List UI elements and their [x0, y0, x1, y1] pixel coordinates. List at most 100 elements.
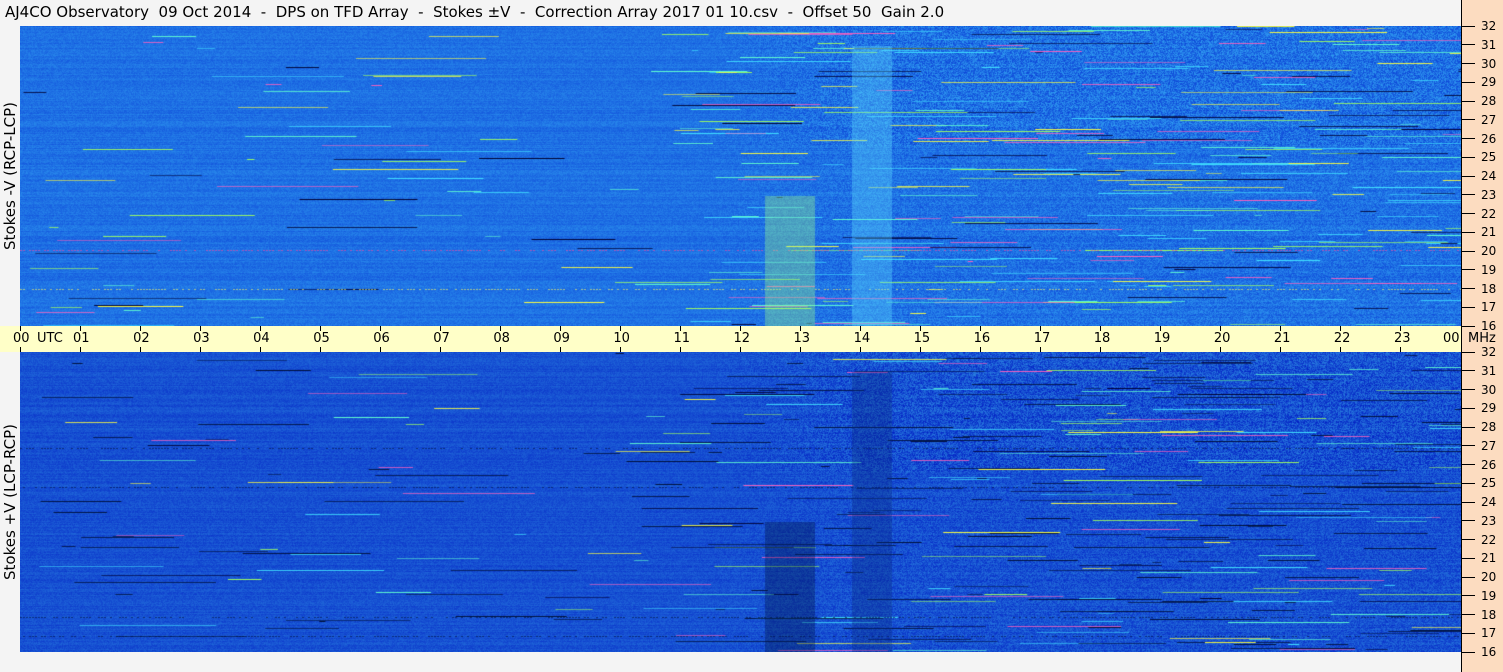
- time-tick: [679, 347, 681, 352]
- freq-tick: [1461, 250, 1475, 252]
- top-ylabel-text: Stokes -V (RCP-LCP): [1, 102, 19, 250]
- freq-tick-label: 26: [1481, 131, 1497, 146]
- freq-tick: [1461, 445, 1475, 447]
- time-tick-label: 11: [673, 331, 690, 346]
- time-tick: [439, 326, 441, 331]
- freq-tick-label: 23: [1481, 187, 1497, 202]
- freq-tick-label: 21: [1481, 225, 1497, 240]
- time-axis: [0, 326, 1461, 352]
- time-tick-label: 04: [253, 331, 270, 346]
- time-tick: [379, 347, 381, 352]
- time-tick: [19, 347, 21, 352]
- freq-tick-label: 22: [1481, 532, 1497, 547]
- time-tick: [740, 326, 741, 331]
- freq-tick-label: 18: [1481, 607, 1497, 622]
- freq-tick: [1461, 651, 1475, 653]
- time-tick: [379, 326, 381, 331]
- time-tick-label: 12: [733, 331, 751, 346]
- spectrogram-stokes-minus-v: [20, 26, 1461, 326]
- time-tick-label: 00: [13, 331, 30, 346]
- freq-tick-label: 29: [1481, 401, 1497, 416]
- freq-tick: [1461, 100, 1475, 102]
- freq-tick: [1461, 44, 1475, 46]
- freq-tick: [1461, 576, 1475, 578]
- freq-tick-label: 17: [1481, 626, 1497, 641]
- time-tick: [139, 347, 141, 352]
- freq-tick-label: 20: [1481, 244, 1497, 258]
- time-tick: [319, 347, 321, 352]
- time-tick: [619, 326, 621, 331]
- freq-tick-label: 28: [1481, 94, 1497, 108]
- time-tick: [1220, 347, 1222, 352]
- time-tick: [1280, 326, 1282, 331]
- time-tick: [1460, 326, 1462, 331]
- time-tick-label: 18: [1093, 331, 1111, 346]
- time-tick-label: 15: [913, 331, 931, 346]
- freq-tick: [1461, 269, 1475, 271]
- mhz-label: MHz: [1468, 331, 1496, 346]
- freq-tick-label: 28: [1481, 420, 1497, 434]
- freq-tick: [1461, 25, 1475, 27]
- freq-tick-label: 30: [1481, 382, 1497, 397]
- time-tick-label: 01: [73, 331, 90, 346]
- time-tick-label: 03: [193, 331, 210, 346]
- time-tick: [860, 326, 862, 331]
- time-tick: [559, 326, 561, 331]
- freq-tick: [1461, 325, 1475, 327]
- freq-tick: [1461, 482, 1475, 484]
- freq-tick-label: 23: [1481, 513, 1497, 528]
- freq-tick-label: 27: [1481, 112, 1497, 127]
- freq-tick-label: 22: [1481, 206, 1497, 221]
- time-tick: [1460, 347, 1462, 352]
- time-tick: [920, 326, 922, 331]
- time-tick: [259, 347, 261, 352]
- freq-tick: [1461, 351, 1475, 353]
- freq-tick: [1461, 632, 1475, 634]
- bottom-ylabel-text: Stokes +V (LCP-RCP): [1, 424, 19, 580]
- freq-tick: [1461, 370, 1475, 372]
- freq-tick-label: 25: [1481, 150, 1497, 165]
- freq-tick-label: 21: [1481, 551, 1497, 566]
- freq-tick-label: 17: [1481, 300, 1497, 315]
- time-tick: [800, 326, 802, 331]
- freq-tick: [1461, 557, 1475, 559]
- time-tick: [679, 326, 681, 331]
- freq-tick: [1461, 156, 1475, 158]
- freq-tick-label: 26: [1481, 457, 1497, 472]
- time-tick-label: 07: [433, 331, 450, 346]
- freq-tick: [1461, 389, 1475, 390]
- freq-tick-label: 30: [1481, 56, 1497, 71]
- time-tick: [980, 326, 982, 331]
- frequency-axis-panel: [1461, 0, 1503, 672]
- time-tick: [319, 326, 321, 331]
- time-tick-label: 19: [1153, 331, 1171, 346]
- time-tick: [1040, 347, 1042, 352]
- time-tick-label: 10: [613, 331, 630, 346]
- time-tick: [439, 347, 441, 352]
- time-tick: [1340, 347, 1342, 352]
- time-tick: [499, 347, 501, 352]
- time-tick-label: 00: [1443, 331, 1460, 346]
- time-tick: [980, 347, 982, 352]
- time-tick: [1220, 326, 1222, 331]
- freq-tick: [1461, 306, 1475, 308]
- freq-tick: [1461, 288, 1475, 289]
- freq-tick-label: 20: [1481, 570, 1497, 584]
- freq-tick-label: 19: [1481, 262, 1497, 277]
- time-tick: [1340, 326, 1342, 331]
- time-tick-label: 08: [493, 331, 510, 346]
- time-tick-label: 23: [1393, 331, 1411, 346]
- time-tick: [1280, 347, 1282, 352]
- time-tick: [920, 347, 922, 352]
- time-tick-label: 22: [1333, 331, 1351, 346]
- spectrogram-stokes-plus-v: [20, 352, 1461, 652]
- freq-tick-label: 16: [1481, 645, 1497, 659]
- freq-tick-label: 31: [1481, 363, 1497, 378]
- time-tick: [800, 347, 802, 352]
- time-tick: [860, 347, 862, 352]
- time-tick: [740, 347, 741, 352]
- freq-tick: [1461, 81, 1475, 83]
- freq-tick: [1461, 501, 1475, 503]
- freq-tick-label: 32: [1481, 19, 1497, 33]
- freq-tick: [1461, 175, 1475, 177]
